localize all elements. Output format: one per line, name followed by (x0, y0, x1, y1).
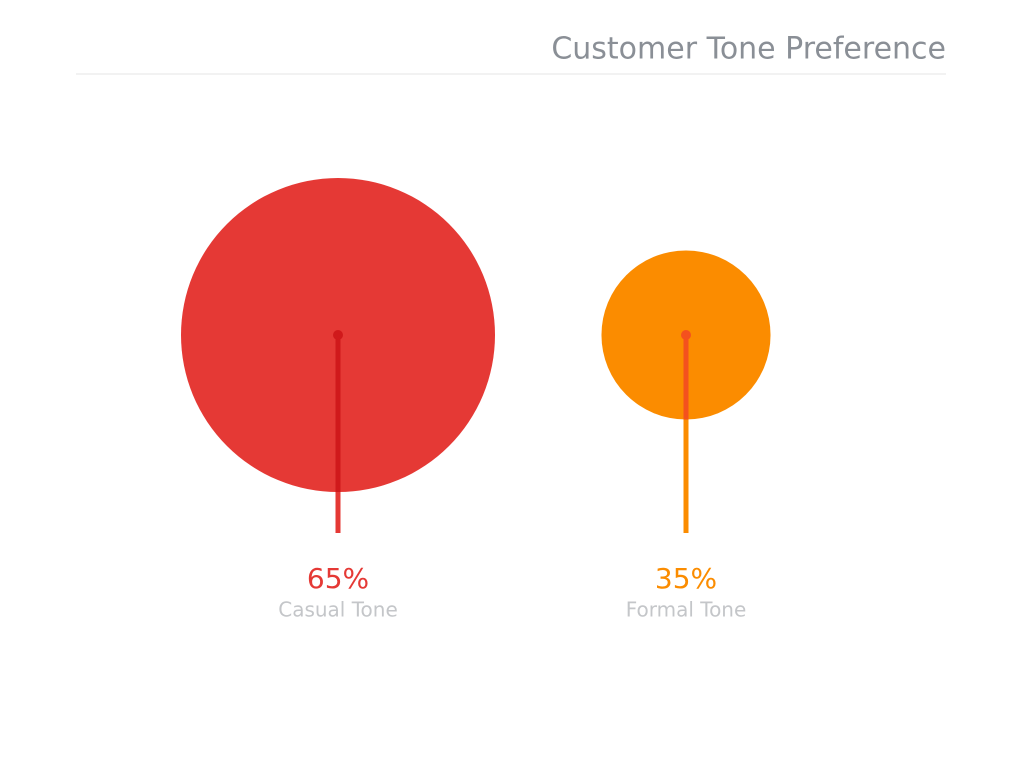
category-label: Casual Tone (278, 598, 398, 622)
chart-title: Customer Tone Preference (551, 32, 946, 67)
stem-dot (333, 330, 343, 340)
value-label: 65% (307, 562, 369, 595)
stem-dot (681, 330, 691, 340)
value-label: 35% (655, 562, 717, 595)
category-label: Formal Tone (626, 598, 747, 622)
